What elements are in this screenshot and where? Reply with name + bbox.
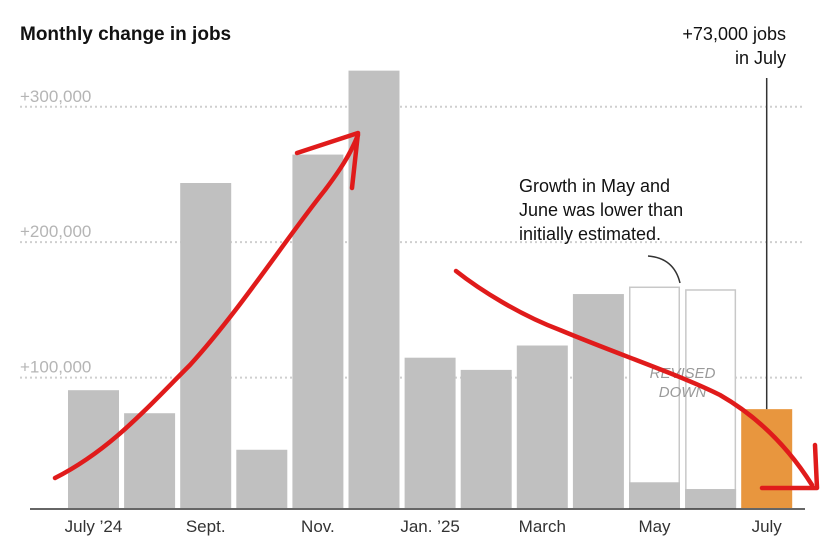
bar bbox=[629, 482, 680, 508]
x-tick-label: Jan. ’25 bbox=[400, 517, 460, 536]
revised-down-label: DOWN bbox=[659, 384, 707, 401]
bars bbox=[68, 70, 793, 509]
latest-value-annotation: in July bbox=[735, 48, 786, 68]
y-tick-label: +200,000 bbox=[20, 222, 91, 241]
revision-note: Growth in May and bbox=[519, 176, 670, 196]
annotations: +73,000 jobs in July Growth in May and June… bbox=[519, 24, 786, 410]
revised-down-label: REVISED bbox=[650, 365, 716, 382]
x-tick-label: July bbox=[752, 517, 783, 536]
bar-latest bbox=[741, 409, 793, 508]
x-tick-label: Sept. bbox=[186, 517, 226, 536]
bar bbox=[460, 369, 512, 508]
bar bbox=[236, 449, 288, 508]
gridlines bbox=[20, 105, 805, 379]
x-axis-tick-labels: July ’24 Sept. Nov. Jan. ’25 March May July bbox=[65, 517, 783, 536]
bar bbox=[292, 154, 344, 508]
y-tick-label: +300,000 bbox=[20, 87, 91, 106]
bar bbox=[124, 413, 176, 508]
bar bbox=[685, 489, 737, 508]
x-tick-label: May bbox=[638, 517, 671, 536]
revision-note: June was lower than bbox=[519, 200, 683, 220]
hand-drawn-arrows bbox=[52, 130, 820, 491]
bar bbox=[68, 390, 119, 508]
bar bbox=[516, 345, 568, 508]
x-tick-label: Nov. bbox=[301, 517, 335, 536]
revision-note: initially estimated. bbox=[519, 224, 661, 244]
revision-leader-line bbox=[647, 255, 681, 284]
falling-trend-arrow bbox=[453, 268, 815, 488]
bar bbox=[404, 357, 456, 508]
y-tick-label: +100,000 bbox=[20, 358, 91, 377]
falling-arrowhead bbox=[759, 442, 820, 491]
x-tick-label: March bbox=[519, 517, 566, 536]
rising-arrowhead bbox=[294, 130, 361, 191]
bar bbox=[572, 294, 624, 508]
chart-title: Monthly change in jobs bbox=[20, 24, 231, 45]
y-axis-tick-labels: +100,000 +200,000 +300,000 bbox=[20, 87, 91, 377]
latest-value-annotation: +73,000 jobs bbox=[682, 24, 786, 44]
x-tick-label: July ’24 bbox=[65, 517, 123, 536]
rising-trend-arrow bbox=[52, 132, 361, 481]
